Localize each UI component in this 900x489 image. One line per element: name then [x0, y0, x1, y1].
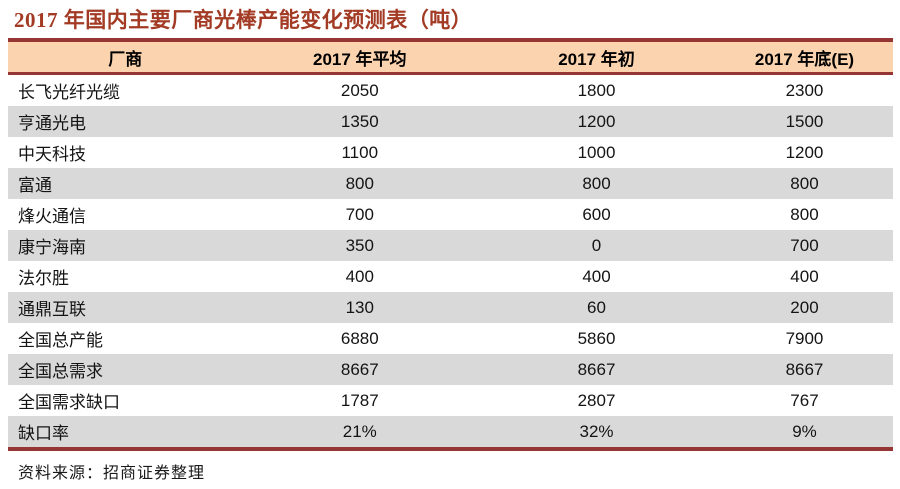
table-row: 缺口率 21% 32% 9% — [8, 416, 893, 447]
value-cell: 400 — [345, 266, 374, 286]
header-row: 厂商 2017 年平均 2017 年初 2017 年底(E) — [8, 42, 893, 74]
value-cell: 700 — [790, 235, 819, 255]
value-cell: 1500 — [785, 111, 824, 131]
value-cell: 400 — [582, 266, 611, 286]
table-body: 长飞光纤光缆 2050 1800 2300 亨通光电 1350 1200 1500 中天科技 11… — [8, 74, 893, 447]
table-row: 全国总产能 6880 5860 7900 — [8, 323, 893, 354]
value-cell: 800 — [790, 204, 819, 224]
column-header: 厂商 — [108, 49, 143, 69]
value-cell: 6880 — [340, 328, 379, 348]
value-cell: 9% — [792, 421, 817, 441]
value-cell: 8667 — [577, 359, 616, 379]
vendor-name-cell: 亨通光电 — [18, 114, 86, 133]
value-cell: 21% — [342, 421, 377, 441]
value-cell: 800 — [790, 173, 819, 193]
value-cell: 2300 — [785, 80, 824, 100]
vendor-name-cell: 中天科技 — [18, 145, 86, 164]
vendor-name-cell: 全国总产能 — [18, 331, 103, 350]
value-cell: 1100 — [341, 142, 379, 162]
table-row: 全国总需求 8667 8667 8667 — [8, 354, 893, 385]
value-cell: 32% — [579, 421, 614, 441]
column-header: 2017 年平均 — [313, 49, 407, 69]
value-cell: 350 — [345, 235, 374, 255]
value-cell: 2050 — [340, 80, 379, 100]
page-title: 2017 年国内主要厂商光棒产能变化预测表（吨） — [14, 8, 473, 32]
value-cell: 800 — [345, 173, 374, 193]
vendor-name-cell: 全国需求缺口 — [18, 393, 120, 412]
value-cell: 8667 — [340, 359, 379, 379]
vendor-name-cell: 法尔胜 — [18, 269, 69, 288]
vendor-name-cell: 烽火通信 — [18, 207, 86, 226]
value-cell: 1800 — [577, 80, 616, 100]
table-row: 法尔胜 400 400 400 — [8, 261, 893, 292]
value-cell: 767 — [790, 390, 819, 410]
column-header: 2017 年初 — [558, 49, 635, 69]
value-cell: 1200 — [577, 111, 616, 131]
table-row: 富通 800 800 800 — [8, 168, 893, 199]
table-row: 长飞光纤光缆 2050 1800 2300 — [8, 74, 893, 107]
value-cell: 800 — [582, 173, 611, 193]
source-note: 资料来源：招商证券整理 — [18, 465, 206, 482]
value-cell: 60 — [587, 297, 606, 317]
vendor-name-cell: 全国总需求 — [18, 362, 103, 381]
table-row: 康宁海南 350 0 700 — [8, 230, 893, 261]
vendor-name-cell: 通鼎互联 — [18, 300, 86, 319]
value-cell: 1787 — [340, 390, 379, 410]
value-cell: 200 — [790, 297, 819, 317]
value-cell: 600 — [582, 204, 611, 224]
value-cell: 0 — [591, 235, 602, 255]
value-cell: 7900 — [785, 328, 824, 348]
capacity-table-container: 厂商 2017 年平均 2017 年初 2017 年底(E) 长飞光纤光缆 2050 18… — [8, 38, 893, 451]
value-cell: 5860 — [577, 328, 616, 348]
table-row: 全国需求缺口 1787 2807 767 — [8, 385, 893, 416]
vendor-name-cell: 康宁海南 — [18, 238, 86, 257]
value-cell: 2807 — [577, 390, 616, 410]
value-cell: 130 — [345, 297, 374, 317]
table-row: 亨通光电 1350 1200 1500 — [8, 106, 893, 137]
table-row: 中天科技 1100 1000 1200 — [8, 137, 893, 168]
vendor-name-cell: 缺口率 — [18, 424, 69, 443]
value-cell: 400 — [790, 266, 819, 286]
value-cell: 1000 — [577, 142, 616, 162]
table-row: 烽火通信 700 600 800 — [8, 199, 893, 230]
table-row: 通鼎互联 130 60 200 — [8, 292, 893, 323]
capacity-table: 厂商 2017 年平均 2017 年初 2017 年底(E) 长飞光纤光缆 2050 18… — [8, 42, 893, 447]
value-cell: 1200 — [785, 142, 824, 162]
column-header: 2017 年底(E) — [754, 49, 855, 69]
vendor-name-cell: 长飞光纤光缆 — [18, 83, 120, 102]
value-cell: 8667 — [785, 359, 824, 379]
value-cell: 1350 — [340, 111, 379, 131]
value-cell: 700 — [345, 204, 374, 224]
vendor-name-cell: 富通 — [18, 176, 52, 195]
